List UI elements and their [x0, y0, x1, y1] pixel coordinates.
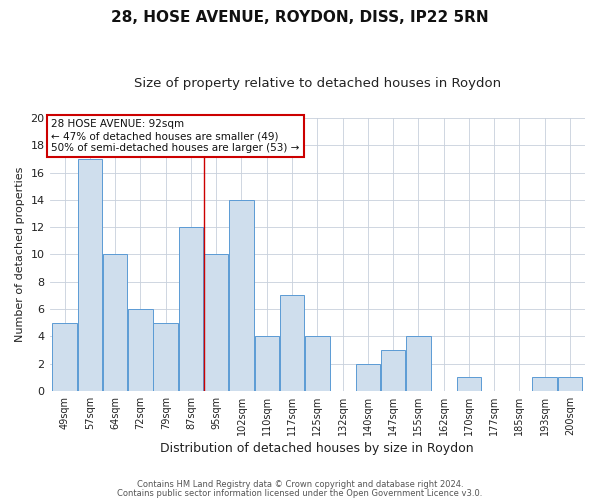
Text: Contains public sector information licensed under the Open Government Licence v3: Contains public sector information licen…: [118, 488, 482, 498]
Bar: [254, 336, 279, 391]
Text: 28, HOSE AVENUE, ROYDON, DISS, IP22 5RN: 28, HOSE AVENUE, ROYDON, DISS, IP22 5RN: [111, 10, 489, 25]
Bar: [154, 322, 178, 391]
Bar: [557, 377, 582, 391]
Bar: [204, 254, 229, 391]
Bar: [406, 336, 431, 391]
X-axis label: Distribution of detached houses by size in Roydon: Distribution of detached houses by size …: [160, 442, 474, 455]
Bar: [457, 377, 481, 391]
Bar: [179, 227, 203, 391]
Bar: [103, 254, 127, 391]
Bar: [305, 336, 329, 391]
Bar: [78, 159, 102, 391]
Bar: [280, 296, 304, 391]
Text: 28 HOSE AVENUE: 92sqm
← 47% of detached houses are smaller (49)
50% of semi-deta: 28 HOSE AVENUE: 92sqm ← 47% of detached …: [51, 120, 299, 152]
Bar: [128, 309, 153, 391]
Bar: [52, 322, 77, 391]
Y-axis label: Number of detached properties: Number of detached properties: [15, 166, 25, 342]
Bar: [356, 364, 380, 391]
Title: Size of property relative to detached houses in Roydon: Size of property relative to detached ho…: [134, 78, 501, 90]
Text: Contains HM Land Registry data © Crown copyright and database right 2024.: Contains HM Land Registry data © Crown c…: [137, 480, 463, 489]
Bar: [229, 200, 254, 391]
Bar: [381, 350, 405, 391]
Bar: [532, 377, 557, 391]
